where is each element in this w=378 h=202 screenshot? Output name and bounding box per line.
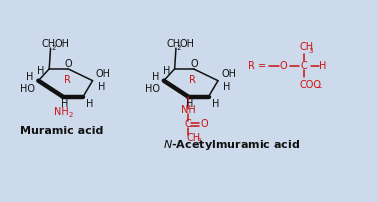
Text: H: H [26,72,34,82]
Text: H: H [37,66,45,76]
Text: −: − [315,83,321,92]
Text: C: C [185,119,192,129]
Text: CH: CH [299,42,313,52]
Text: R: R [64,75,71,85]
Text: H: H [98,82,105,92]
Text: R =: R = [248,61,266,71]
Text: H: H [223,82,230,92]
Text: H: H [319,61,327,71]
Text: NH: NH [181,105,195,116]
Text: O: O [190,59,198,69]
Text: CH: CH [167,39,181,49]
Text: 3: 3 [308,48,313,54]
Text: OH: OH [96,69,111,79]
Text: H: H [212,99,219,109]
Text: H: H [163,66,170,76]
Text: O: O [280,61,287,71]
Text: R: R [189,75,196,85]
Text: O: O [200,119,208,129]
Text: CH: CH [42,39,56,49]
Text: HO: HO [145,84,160,94]
Text: H: H [186,99,194,109]
Text: 2: 2 [68,112,73,118]
Text: 3: 3 [196,138,201,144]
Text: H: H [152,72,159,82]
Text: COO: COO [299,80,321,89]
Text: OH: OH [180,39,195,49]
Text: C: C [301,61,307,71]
Text: 2: 2 [177,45,181,50]
Text: O: O [65,59,72,69]
Text: OH: OH [221,69,236,79]
Text: HO: HO [20,84,34,94]
Text: Muramic acid: Muramic acid [20,126,104,136]
Text: NH: NH [54,107,68,117]
Text: OH: OH [54,39,69,49]
Text: H: H [86,99,94,109]
Text: CH: CH [186,133,200,143]
Text: $\it{N}$-Acetylmuramic acid: $\it{N}$-Acetylmuramic acid [163,138,300,152]
Text: 2: 2 [51,45,56,50]
Text: H: H [61,99,68,109]
